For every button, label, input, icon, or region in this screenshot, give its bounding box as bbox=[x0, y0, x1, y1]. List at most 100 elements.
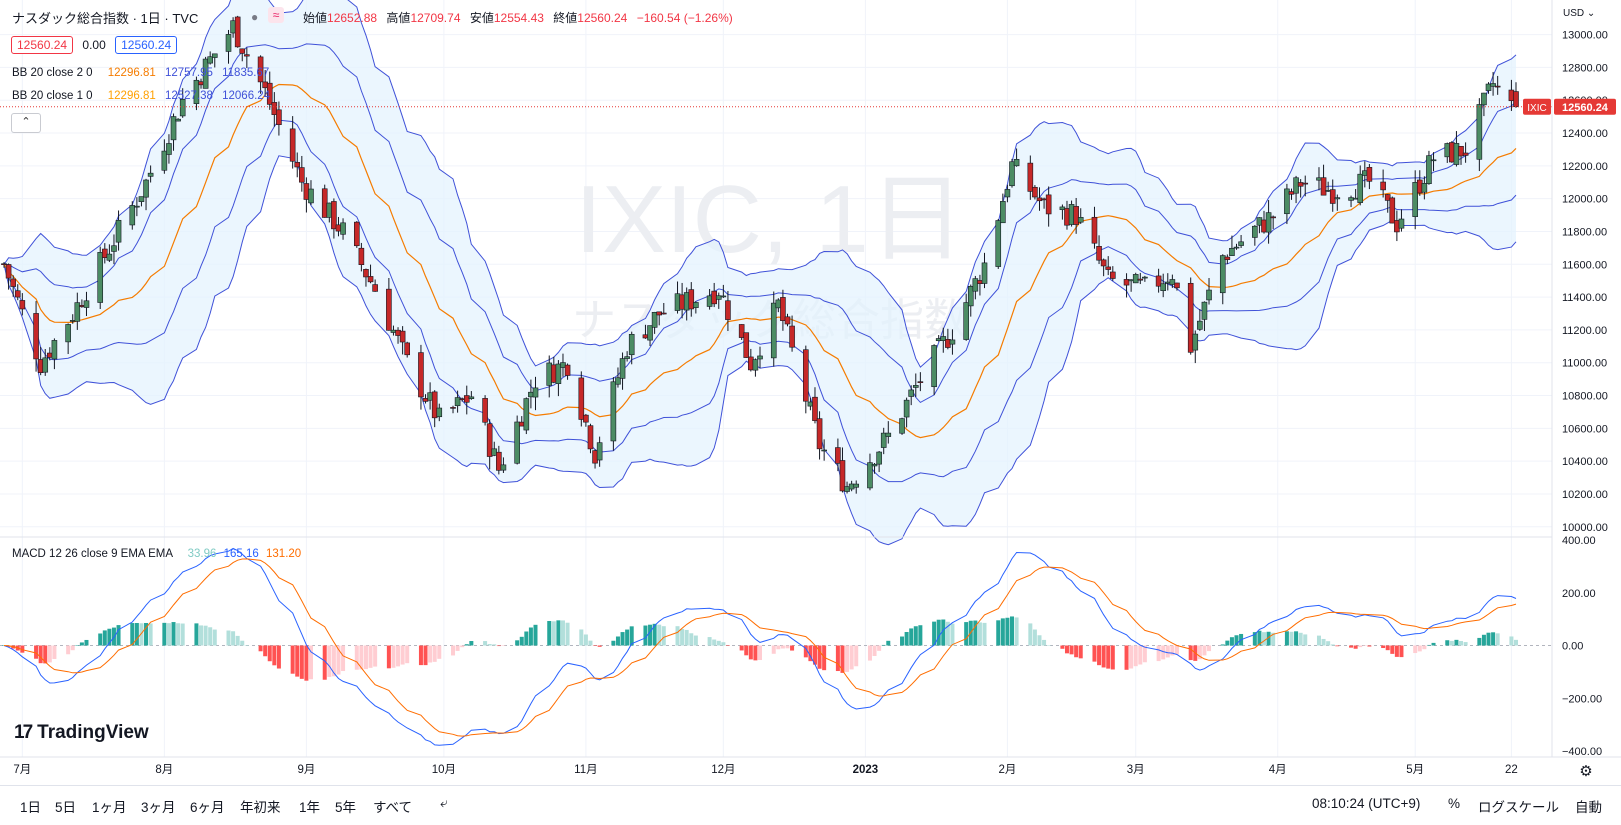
macd-histogram-bar bbox=[1399, 645, 1404, 658]
price-tick-label: 11400.00 bbox=[1562, 292, 1607, 304]
candle-body-up bbox=[1444, 143, 1451, 158]
bb2-legend[interactable]: BB 20 close 2 0 12296.81 12757.95 11835.… bbox=[12, 67, 270, 79]
timeframe-button[interactable]: 3ヶ月 bbox=[141, 800, 176, 815]
candle bbox=[972, 275, 979, 300]
candle-body-down bbox=[587, 425, 594, 450]
auto-scale-toggle[interactable]: 自動 bbox=[1575, 800, 1602, 815]
percent-toggle[interactable]: % bbox=[1448, 796, 1461, 811]
candle-body-up bbox=[876, 451, 882, 465]
time-tick-label: 7月 bbox=[13, 764, 31, 776]
macd-histogram-bar bbox=[808, 645, 813, 662]
macd-histogram-bar bbox=[263, 645, 268, 657]
timeframe-button[interactable]: すべて bbox=[373, 800, 413, 815]
macd-histogram-bar bbox=[652, 623, 657, 646]
candle-body-up bbox=[1362, 170, 1368, 176]
candle-body-down bbox=[1105, 266, 1112, 270]
candle bbox=[234, 15, 241, 48]
candle-body-up bbox=[885, 432, 892, 437]
header-compare-icon[interactable]: ≈ bbox=[268, 7, 284, 23]
macd-histogram-bar bbox=[620, 632, 625, 646]
candle-body-up bbox=[848, 483, 855, 490]
candle-body-down bbox=[711, 290, 717, 305]
candle-body-down bbox=[578, 377, 585, 420]
macd-histogram-bar bbox=[144, 622, 149, 646]
candle-body-up bbox=[138, 196, 145, 202]
candle-body-down bbox=[1302, 182, 1309, 185]
candle-body-down bbox=[1494, 85, 1501, 88]
candle-body-down bbox=[1187, 282, 1194, 353]
candle-body-down bbox=[1032, 186, 1038, 198]
macd-histogram-bar bbox=[1353, 645, 1358, 649]
time-tick-label: 5月 bbox=[1406, 764, 1424, 776]
candle-body-up bbox=[491, 448, 498, 456]
candle-body-up bbox=[1352, 197, 1359, 200]
symbol-title[interactable]: ナスダック総合指数 · 1日 · TVC bbox=[12, 8, 198, 27]
candle-body-up bbox=[610, 381, 617, 442]
candle bbox=[454, 390, 461, 413]
timeframe-button[interactable]: 5年 bbox=[335, 800, 357, 815]
macd-histogram-bar bbox=[790, 645, 795, 651]
candle-body-up bbox=[555, 363, 562, 384]
header-dots-icon[interactable]: ● bbox=[251, 10, 259, 24]
macd-histogram-bar bbox=[941, 619, 946, 646]
price-tick-label: 11800.00 bbox=[1562, 226, 1607, 238]
candle bbox=[1284, 183, 1290, 225]
macd-histogram-bar bbox=[483, 641, 488, 646]
timeframe-button[interactable]: 1日 bbox=[20, 800, 42, 815]
macd-histogram-bar bbox=[1459, 640, 1464, 646]
candle-body-up bbox=[532, 387, 539, 398]
ask-price[interactable]: 12560.24 bbox=[115, 36, 178, 54]
collapse-legend-button[interactable]: ⌃ bbox=[11, 113, 41, 133]
macd-histogram-bar bbox=[1454, 639, 1459, 646]
candle-body-up bbox=[1004, 189, 1011, 198]
macd-histogram-bar bbox=[519, 636, 524, 646]
clock[interactable]: 08:10:24 (UTC+9) bbox=[1312, 796, 1421, 811]
candle bbox=[97, 246, 104, 310]
bid-price[interactable]: 12560.24 bbox=[11, 36, 74, 54]
candle-body-down bbox=[353, 221, 360, 247]
candle-body-up bbox=[1284, 188, 1290, 215]
timeframe-button[interactable]: 1年 bbox=[299, 800, 321, 815]
macd-histogram-bar bbox=[75, 645, 80, 646]
macd-histogram-bar bbox=[267, 645, 272, 662]
candle-body-down bbox=[835, 447, 841, 464]
candle bbox=[418, 344, 424, 410]
timeframe-button[interactable]: 6ヶ月 bbox=[190, 800, 225, 815]
candle-body-up bbox=[821, 449, 827, 452]
candle-body-up bbox=[202, 58, 209, 89]
timeframe-button[interactable]: 5日 bbox=[55, 800, 77, 815]
candle-body-up bbox=[166, 143, 172, 155]
price-tick-label: 10400.00 bbox=[1562, 456, 1608, 468]
timeframe-button[interactable]: 1ヶ月 bbox=[92, 800, 127, 815]
time-tick-label: 22 bbox=[1505, 764, 1518, 776]
log-scale-toggle[interactable]: ログスケール bbox=[1478, 800, 1559, 815]
candle bbox=[1449, 141, 1455, 163]
candle-body-down bbox=[1224, 256, 1231, 260]
candle-body-up bbox=[147, 172, 154, 177]
timeframe-button[interactable]: 年初来 bbox=[240, 800, 281, 815]
macd-histogram-bar bbox=[102, 630, 107, 646]
candle-body-down bbox=[1462, 152, 1469, 156]
macd-histogram-bar bbox=[1495, 633, 1500, 646]
candle bbox=[555, 360, 562, 397]
candle bbox=[102, 243, 108, 264]
macd-legend[interactable]: MACD 12 26 close 9 EMA EMA 33.96 165.16 … bbox=[12, 548, 302, 560]
goto-date-icon[interactable]: ⤶ bbox=[440, 795, 448, 810]
macd-histogram-bar bbox=[716, 640, 721, 646]
macd-histogram-bar bbox=[1000, 618, 1005, 646]
macd-histogram-bar bbox=[212, 629, 217, 646]
candle bbox=[1430, 152, 1437, 172]
candle-body-up bbox=[69, 320, 76, 322]
candle bbox=[564, 363, 571, 380]
candle bbox=[450, 405, 456, 414]
candle bbox=[42, 349, 49, 376]
candle-body-up bbox=[647, 325, 653, 341]
candle bbox=[1302, 175, 1309, 197]
macd-histogram-bar bbox=[867, 645, 872, 661]
candle bbox=[211, 53, 218, 68]
bb1-legend[interactable]: BB 20 close 1 0 12296.81 12527.38 12066.… bbox=[12, 90, 271, 102]
candle bbox=[770, 291, 777, 367]
macd-histogram-bar bbox=[327, 645, 332, 677]
price-chart[interactable]: IXIC, 1日ナスダック総合指数USD ⌄13000.0012800.0012… bbox=[0, 0, 1621, 790]
macd-histogram-bar bbox=[34, 645, 39, 659]
